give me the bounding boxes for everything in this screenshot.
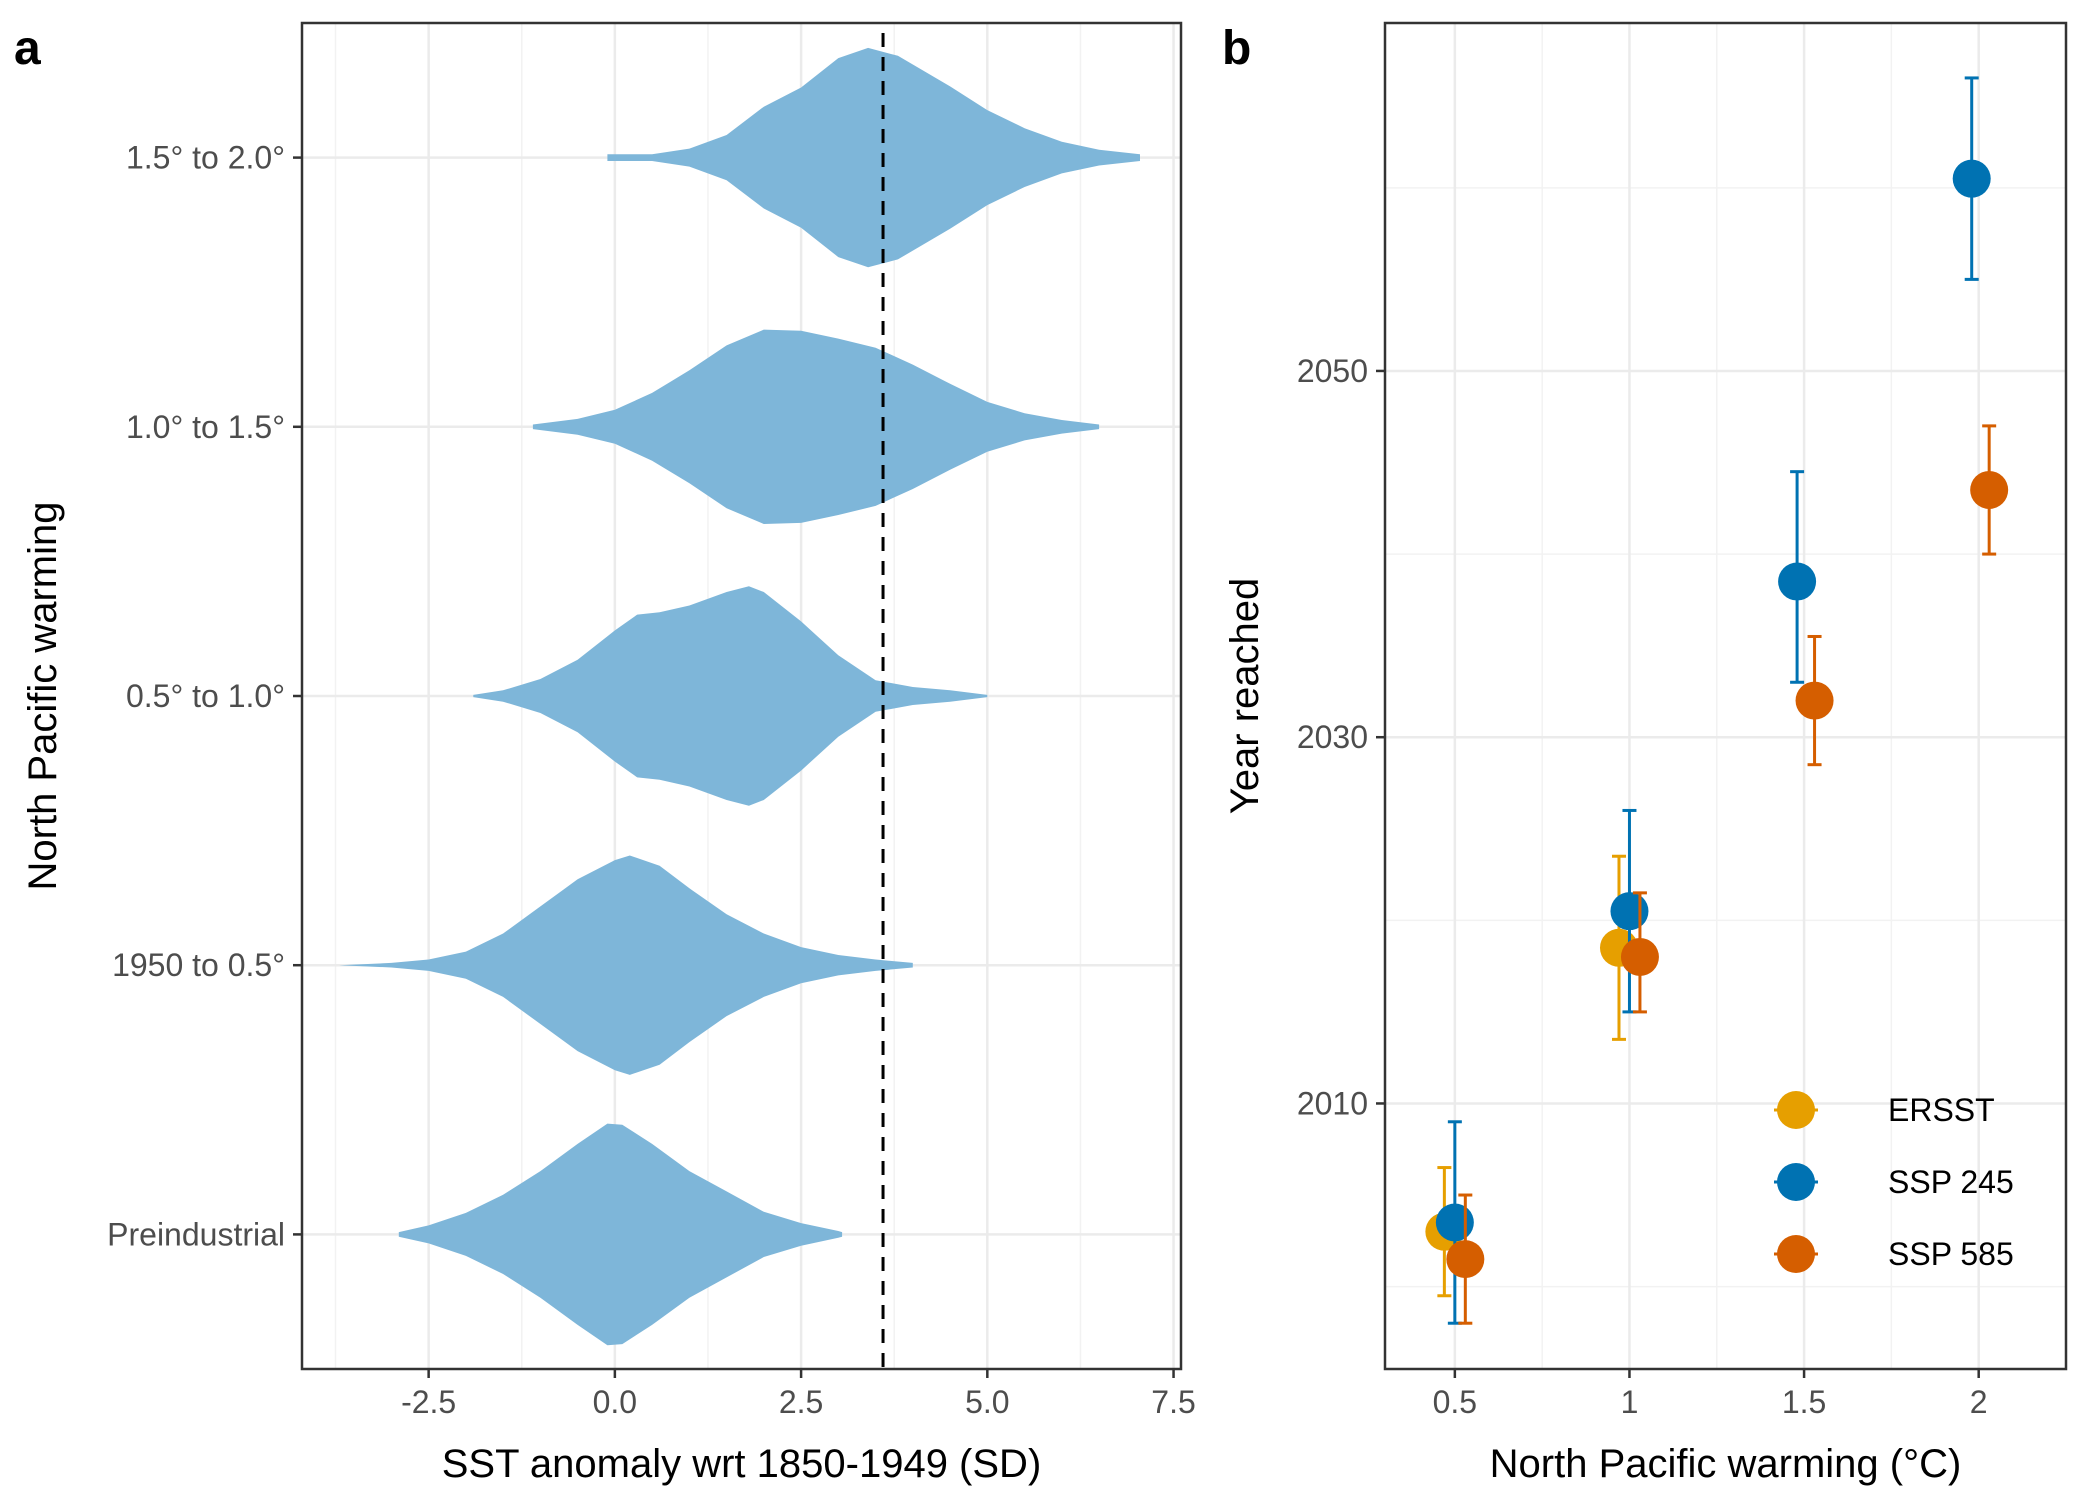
panel-a-x-axis-title: SST anomaly wrt 1850-1949 (SD) [442, 1442, 1042, 1486]
panel-b-legend: ERSST SSP 245 SSP 585 [1774, 1091, 2014, 1273]
panel-a-x-tick-label: 7.5 [1151, 1384, 1195, 1420]
panel-b-y-tick-label: 2030 [1297, 719, 1368, 755]
panel-b-y-tick-label: 2050 [1297, 353, 1368, 389]
panel-a-y-tick-label: 1.0° to 1.5° [126, 409, 285, 445]
panel-b-y-tick-label: 2010 [1297, 1085, 1368, 1121]
panel-b-letter: b [1222, 22, 1251, 75]
panel-a-x-tick-label: 0.0 [593, 1384, 637, 1420]
point-ssp-585 [1970, 470, 2009, 509]
legend-label-ssp-585: SSP 585 [1888, 1236, 2014, 1272]
point-ssp-245 [1610, 892, 1649, 931]
panel-a-y-tick-label: 1.5° to 2.0° [126, 140, 285, 176]
legend-key-point-ssp-585 [1777, 1235, 1815, 1273]
panel-b-x-axis: 0.5 1 1.5 2 [1433, 1369, 1988, 1420]
panel-b-y-axis-title: Year reached [1223, 578, 1267, 814]
panel-a-x-tick-label: 2.5 [779, 1384, 823, 1420]
violin-0-5-to-1-0 [473, 586, 988, 806]
violin-1950-to-0-5 [339, 855, 913, 1075]
panel-a-x-tick-label: 5.0 [965, 1384, 1009, 1420]
point-group-ssp-585 [1970, 424, 2009, 556]
point-ssp-585 [1795, 681, 1834, 720]
point-group-ssp-245 [1952, 76, 1991, 281]
violin-1-5-to-2-0 [607, 47, 1140, 268]
legend-key-point-ssp-245 [1777, 1163, 1815, 1201]
legend-label-ssp-245: SSP 245 [1888, 1164, 2014, 1200]
panel-a-x-tick-label: -2.5 [401, 1384, 456, 1420]
legend-label-ersst: ERSST [1888, 1092, 1995, 1128]
panel-b-x-axis-title: North Pacific warming (°C) [1490, 1442, 1962, 1486]
violin-1-0-to-1-5 [532, 329, 1100, 524]
legend-key-point-ersst [1777, 1091, 1815, 1129]
panel-a-y-tick-label: 0.5° to 1.0° [126, 678, 285, 714]
panel-a-y-axis: Preindustrial 1950 to 0.5° 0.5° to 1.0° 1.0… [107, 140, 302, 1252]
panel-a-y-tick-label: Preindustrial [107, 1216, 285, 1252]
panel-a-violins [339, 47, 1140, 1346]
point-group-ssp-245 [1778, 470, 1817, 684]
point-ssp-245 [1778, 562, 1817, 601]
panel-b-x-tick-label: 0.5 [1433, 1384, 1477, 1420]
panel-b-x-tick-label: 1.5 [1782, 1384, 1826, 1420]
point-group-ssp-585 [1795, 634, 1834, 767]
panel-b-x-tick-label: 2 [1970, 1384, 1988, 1420]
point-ssp-585 [1446, 1240, 1485, 1279]
panel-a-letter: a [14, 22, 41, 75]
point-group-ssp-585 [1446, 1193, 1485, 1325]
panel-b: b 0.5 1 1.5 2 2010 2030 2050 ERSST SSP 245 SSP … [1222, 21, 2068, 1486]
panel-a-y-tick-label: 1950 to 0.5° [112, 947, 285, 983]
panel-a-y-axis-title: North Pacific warming [21, 501, 65, 890]
panel-b-x-tick-label: 1 [1621, 1384, 1639, 1420]
point-ssp-245 [1952, 159, 1991, 198]
panel-a: a -2.5 0.0 2.5 5.0 7.5 Preindustrial 1950 to … [14, 21, 1196, 1486]
point-group-ssp-585 [1620, 891, 1659, 1014]
panel-b-points [1425, 76, 2009, 1325]
point-ssp-245 [1435, 1203, 1474, 1242]
panel-b-border [1383, 21, 2068, 1371]
point-ssp-585 [1620, 937, 1659, 976]
violin-preindustrial [398, 1123, 843, 1346]
panel-a-x-axis: -2.5 0.0 2.5 5.0 7.5 [401, 1369, 1196, 1420]
panel-b-y-axis: 2010 2030 2050 [1297, 353, 1385, 1121]
